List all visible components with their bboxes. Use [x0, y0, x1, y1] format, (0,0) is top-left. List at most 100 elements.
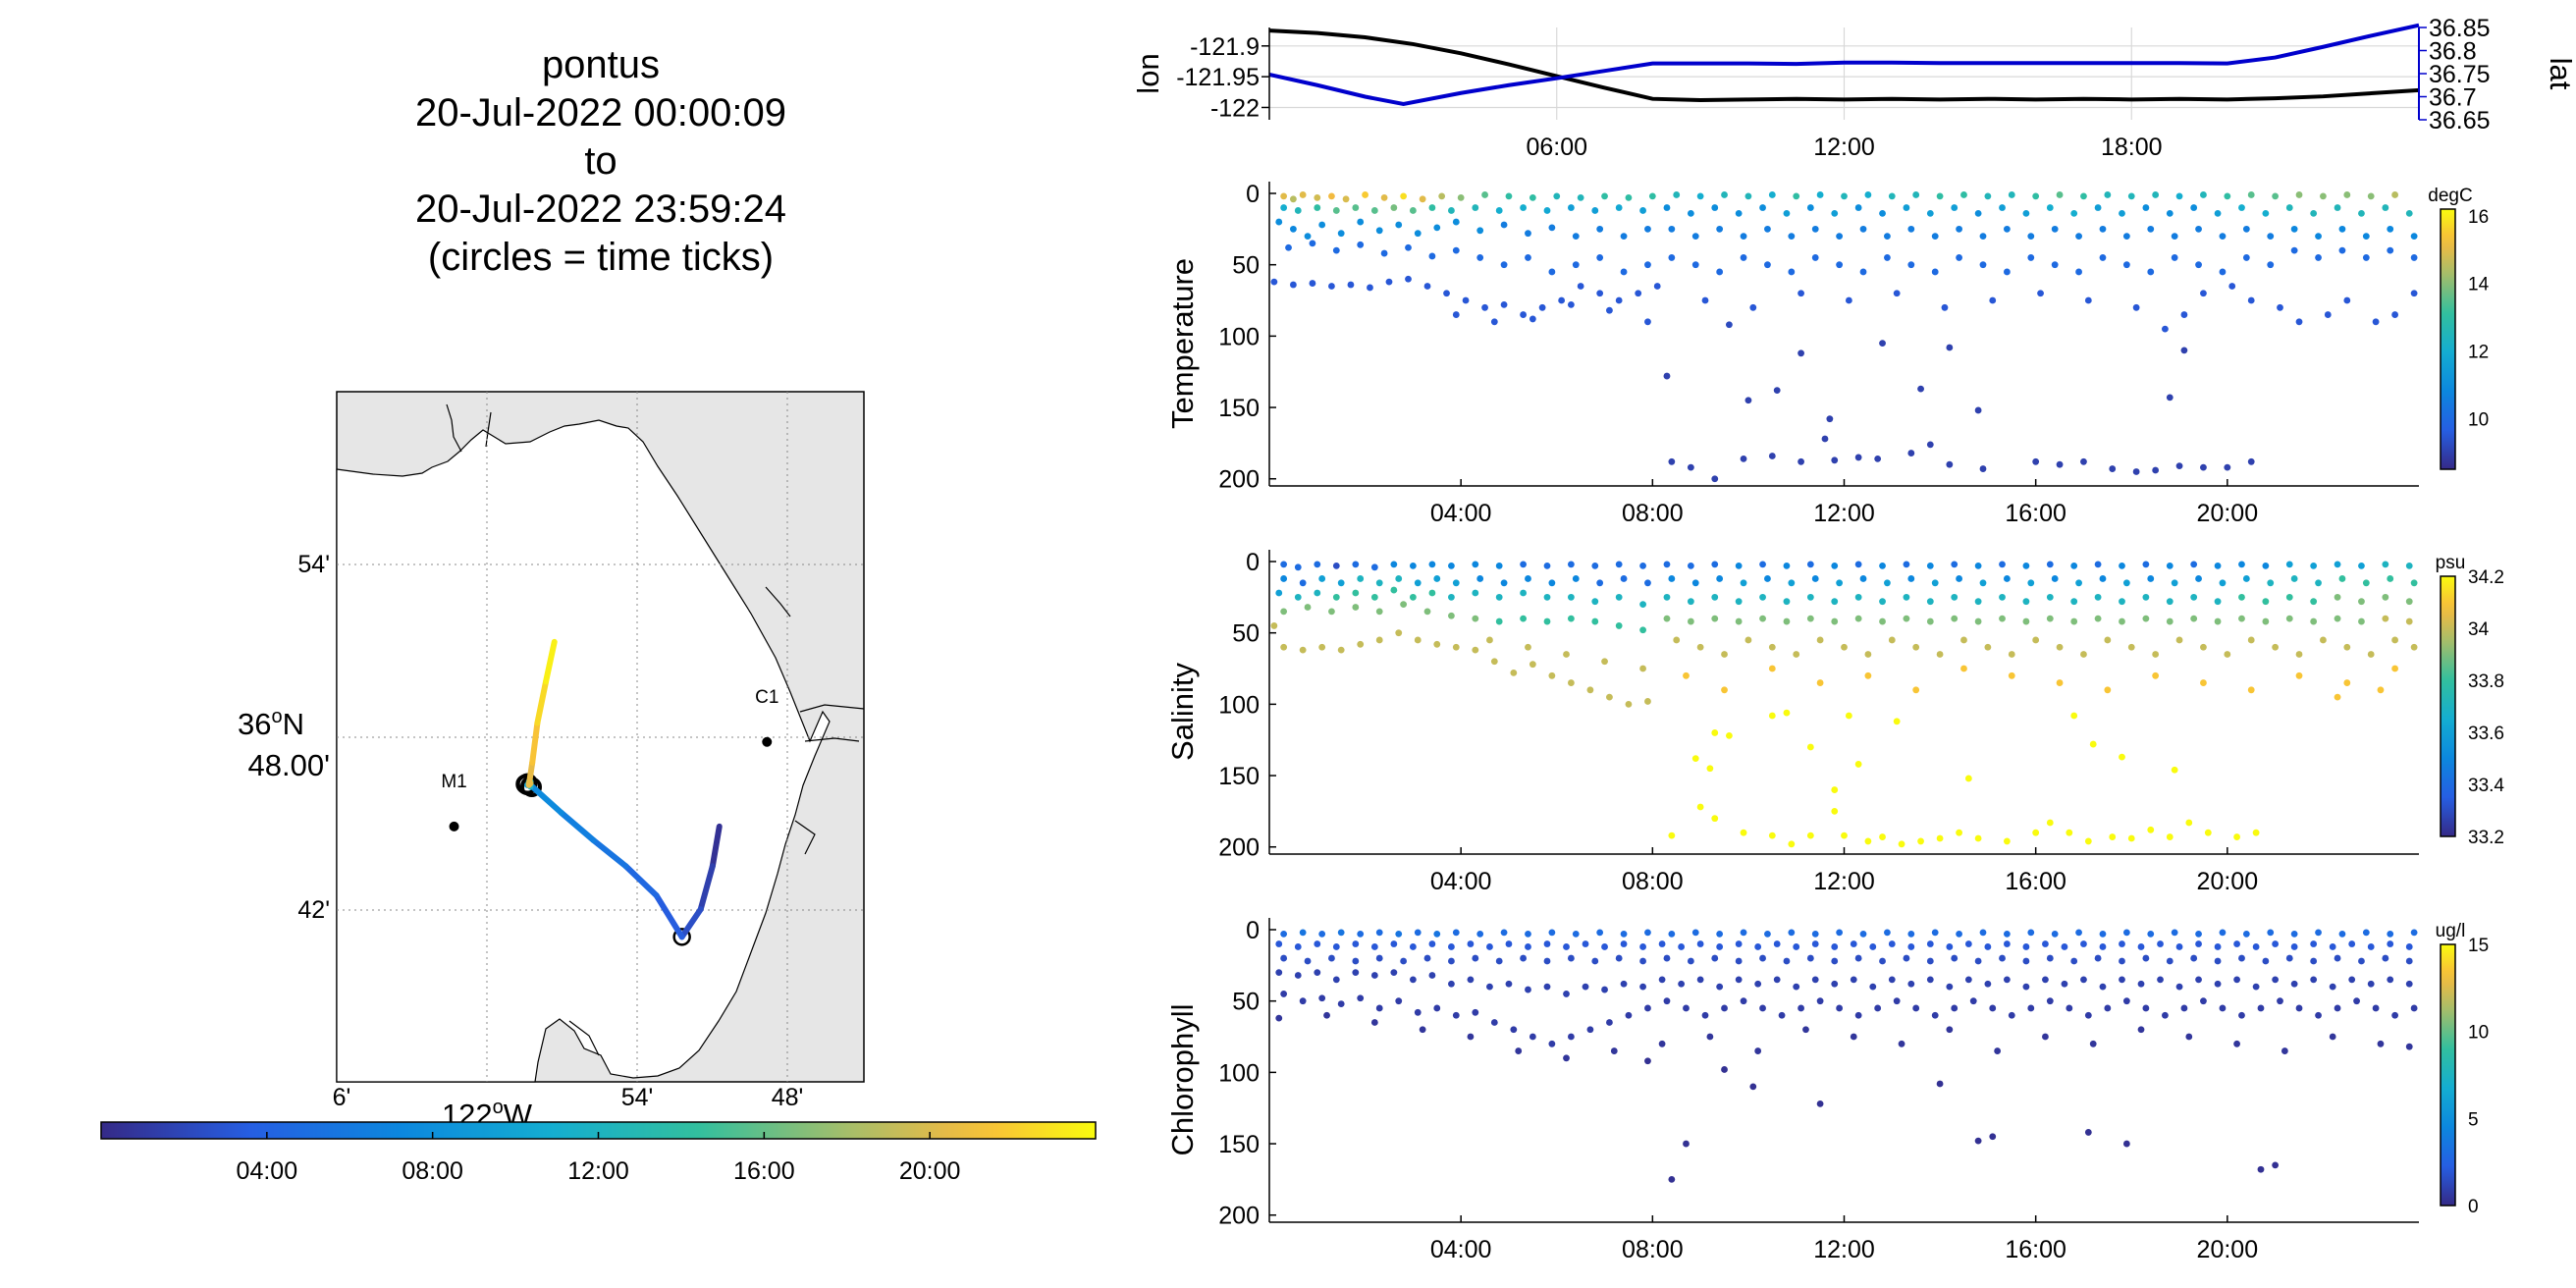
temperature-point: [1744, 192, 1752, 200]
chlorophyll-point: [2027, 1004, 2035, 1012]
chlorophyll-point: [1275, 969, 1283, 977]
chlorophyll-point: [1472, 954, 1479, 962]
temperature-point: [2142, 204, 2150, 211]
temperature-point: [1816, 191, 1824, 198]
chlorophyll-point: [1314, 969, 1321, 977]
chlorophyll-y-tick-label: 200: [1218, 1203, 1260, 1230]
salinity-point: [2310, 562, 2318, 569]
chlorophyll-point: [2233, 1040, 2240, 1047]
salinity-point: [2142, 615, 2150, 622]
temperature-point: [1974, 406, 1982, 414]
salinity-point: [1974, 562, 1982, 569]
chlorophyll-point: [1678, 980, 1686, 988]
temperature-y-tick-label: 200: [1218, 466, 1260, 494]
station-label: C1: [755, 687, 778, 708]
chlorophyll-point: [2142, 1004, 2150, 1012]
salinity-colorbar-tick-label: 34.2: [2468, 567, 2504, 588]
salinity-colorbar-tick-label: 33.8: [2468, 671, 2504, 692]
chlorophyll-point: [1802, 1026, 1809, 1034]
chlorophyll-point: [1711, 954, 1719, 962]
temperature-point: [1529, 193, 1536, 201]
salinity-point: [2358, 617, 2365, 625]
salinity-point: [1395, 629, 1403, 637]
chlorophyll-point: [2051, 930, 2059, 938]
temperature-point: [1500, 221, 1508, 229]
temperature-point: [1390, 204, 1398, 211]
temperature-point: [1740, 254, 1747, 261]
temperature-point: [1572, 261, 1580, 269]
temperature-point: [1328, 192, 1335, 200]
temperature-point: [1864, 191, 1872, 198]
chlorophyll-point: [1572, 930, 1580, 938]
temperature-point: [2324, 311, 2332, 318]
salinity-point: [2070, 598, 2078, 606]
salinity-point: [1936, 834, 1944, 842]
chlorophyll-point: [2387, 940, 2394, 947]
temperature-colorbar: [2440, 208, 2456, 470]
chlorophyll-point: [1644, 1057, 1651, 1065]
salinity-point: [1337, 579, 1345, 587]
temperature-point: [2175, 462, 2183, 470]
temperature-point: [1793, 192, 1800, 200]
salinity-point: [1854, 561, 1862, 568]
salinity-point: [2166, 562, 2174, 569]
temperature-point: [2147, 268, 2155, 276]
chlorophyll-point: [2290, 930, 2298, 938]
chlorophyll-point: [1831, 957, 1839, 965]
chlorophyll-point: [1357, 994, 1365, 1002]
temperature-point: [1668, 225, 1676, 233]
chlorophyll-colorbar-tick-label: 0: [2468, 1197, 2479, 1217]
salinity-point: [2262, 617, 2270, 625]
chlorophyll-point: [2272, 976, 2280, 984]
chlorophyll-point: [1754, 980, 1762, 988]
temperature-point: [1428, 204, 1436, 211]
temperature-point: [1285, 243, 1292, 251]
temperature-point: [1788, 268, 1796, 276]
temperature-point: [1385, 278, 1393, 286]
temperature-point: [1979, 261, 1987, 269]
chlorophyll-point: [2281, 1047, 2288, 1054]
temperature-point: [2051, 225, 2059, 233]
salinity-point: [1314, 589, 1321, 597]
salinity-point: [1768, 832, 1776, 839]
salinity-point: [1294, 564, 1302, 571]
salinity-point: [2171, 579, 2178, 587]
temperature-point: [2032, 192, 2040, 200]
temperature-point: [1500, 300, 1508, 308]
position-x-tick-label: 18:00: [2101, 134, 2163, 161]
chlorophyll-point: [2405, 980, 2413, 988]
chlorophyll-point: [2262, 957, 2270, 965]
temperature-point: [1520, 204, 1527, 211]
chlorophyll-point: [2405, 957, 2413, 965]
chlorophyll-point: [1591, 957, 1599, 965]
salinity-point: [1520, 589, 1527, 597]
salinity-point: [1409, 593, 1417, 601]
temperature-point: [1538, 303, 1546, 311]
temperature-point: [2046, 204, 2054, 211]
chlorophyll-point: [2119, 976, 2125, 984]
salinity-point: [1328, 608, 1335, 616]
temperature-point: [1357, 218, 1365, 226]
temperature-point: [1740, 233, 1747, 241]
coastline-details: [446, 403, 865, 1056]
temperature-point: [1874, 455, 1882, 462]
chlorophyll-point: [1946, 943, 1954, 950]
temperature-point: [2027, 254, 2035, 261]
chlorophyll-x-tick-label: 08:00: [1622, 1236, 1684, 1263]
temperature-point: [1716, 225, 1724, 233]
temperature-point: [1289, 225, 1297, 233]
temperature-point: [1956, 225, 1962, 233]
temperature-point: [1644, 225, 1651, 233]
temperature-point: [1831, 456, 1839, 464]
chlorophyll-point: [1467, 1033, 1475, 1041]
chlorophyll-point: [1926, 976, 1934, 984]
temperature-point: [1701, 296, 1709, 304]
salinity-point: [1726, 731, 1733, 739]
ship-track: [524, 638, 723, 940]
salinity-point: [2391, 665, 2399, 672]
temperature-point: [1332, 207, 1340, 214]
chlorophyll-point: [2329, 943, 2336, 950]
chlorophyll-point: [2242, 930, 2250, 938]
salinity-point: [1591, 562, 1599, 569]
